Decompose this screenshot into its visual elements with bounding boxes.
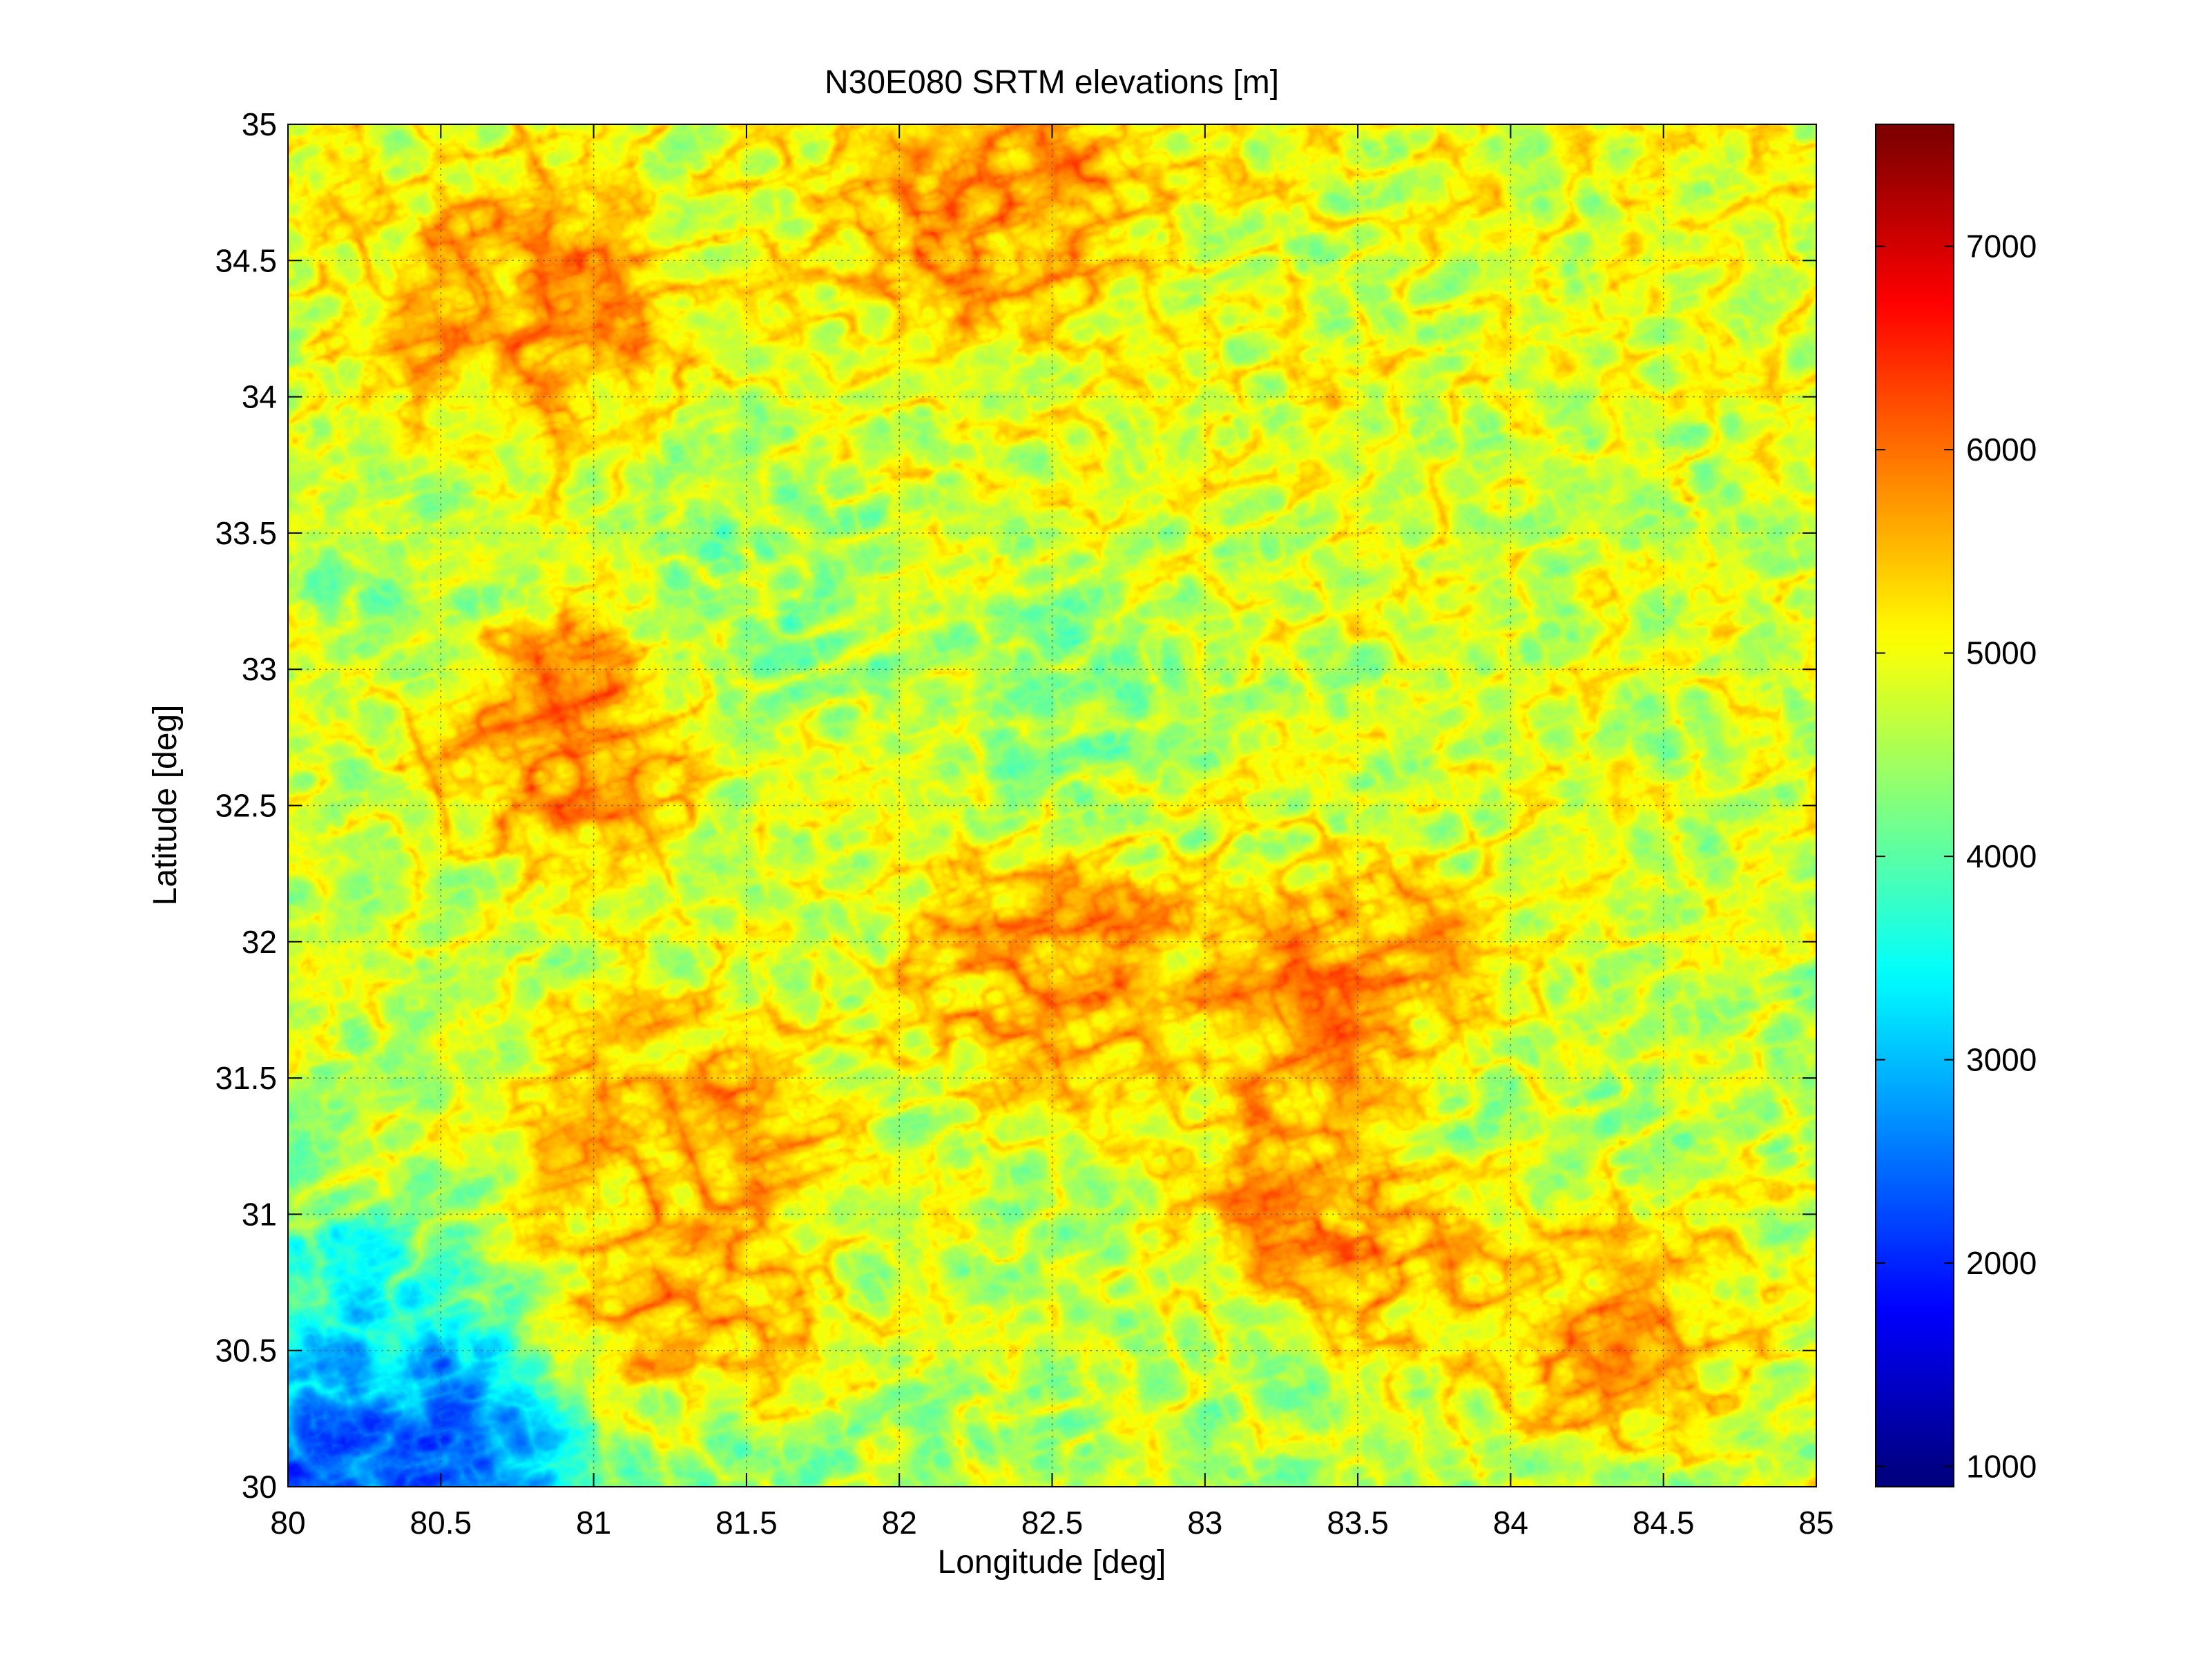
- y-axis-title: Latitude [deg]: [147, 705, 184, 906]
- y-tick-label: 32.5: [215, 788, 277, 824]
- y-tick-label: 34: [242, 379, 277, 415]
- x-tick-label: 81: [576, 1505, 611, 1541]
- x-tick-label: 81.5: [715, 1505, 778, 1541]
- y-tick-label: 32: [242, 924, 277, 960]
- x-axis-title: Longitude [deg]: [938, 1544, 1166, 1581]
- colorbar-tick-label: 1000: [1966, 1449, 2037, 1485]
- colorbar-tick-label: 3000: [1966, 1042, 2037, 1078]
- x-axis: 80 80.5 81 81.5 82 82.5 83 83.5 84 84.5 85: [270, 124, 1834, 1541]
- chart-title: N30E080 SRTM elevations [m]: [825, 64, 1279, 101]
- y-tick-label: 34.5: [215, 242, 277, 278]
- heatmap-image: [288, 124, 1816, 1487]
- colorbar-frame: [1875, 124, 1954, 1487]
- colorbar-tick-label: 5000: [1966, 635, 2037, 671]
- x-tick-label: 82.5: [1021, 1505, 1084, 1541]
- colorbar-tick-label: 4000: [1966, 838, 2037, 874]
- colorbar: 1000 2000 3000 4000 5000 6000 7000: [1875, 124, 2037, 1487]
- y-tick-label: 33.5: [215, 515, 277, 551]
- x-tick-label: 83.5: [1327, 1505, 1389, 1541]
- x-tick-label: 84.5: [1633, 1505, 1695, 1541]
- colorbar-tick-label: 7000: [1966, 229, 2037, 264]
- x-tick-label: 84: [1493, 1505, 1528, 1541]
- y-tick-label: 35: [242, 106, 277, 142]
- x-tick-label: 83: [1187, 1505, 1222, 1541]
- x-tick-label: 85: [1798, 1505, 1834, 1541]
- colorbar-tick-label: 2000: [1966, 1245, 2037, 1281]
- y-tick-label: 33: [242, 651, 277, 687]
- x-tick-label: 80.5: [410, 1505, 472, 1541]
- y-tick-label: 31.5: [215, 1060, 277, 1096]
- x-tick-label: 82: [882, 1505, 917, 1541]
- y-tick-label: 31: [242, 1196, 277, 1232]
- colorbar-axis: 1000 2000 3000 4000 5000 6000 7000: [1876, 229, 2037, 1485]
- y-axis: 30 30.5 31 31.5 32 32.5 33 33.5 34 34.5 35: [215, 106, 1816, 1505]
- y-tick-label: 30: [242, 1469, 277, 1505]
- x-tick-label: 80: [270, 1505, 305, 1541]
- y-tick-label: 30.5: [215, 1333, 277, 1369]
- colorbar-tick-label: 6000: [1966, 432, 2037, 467]
